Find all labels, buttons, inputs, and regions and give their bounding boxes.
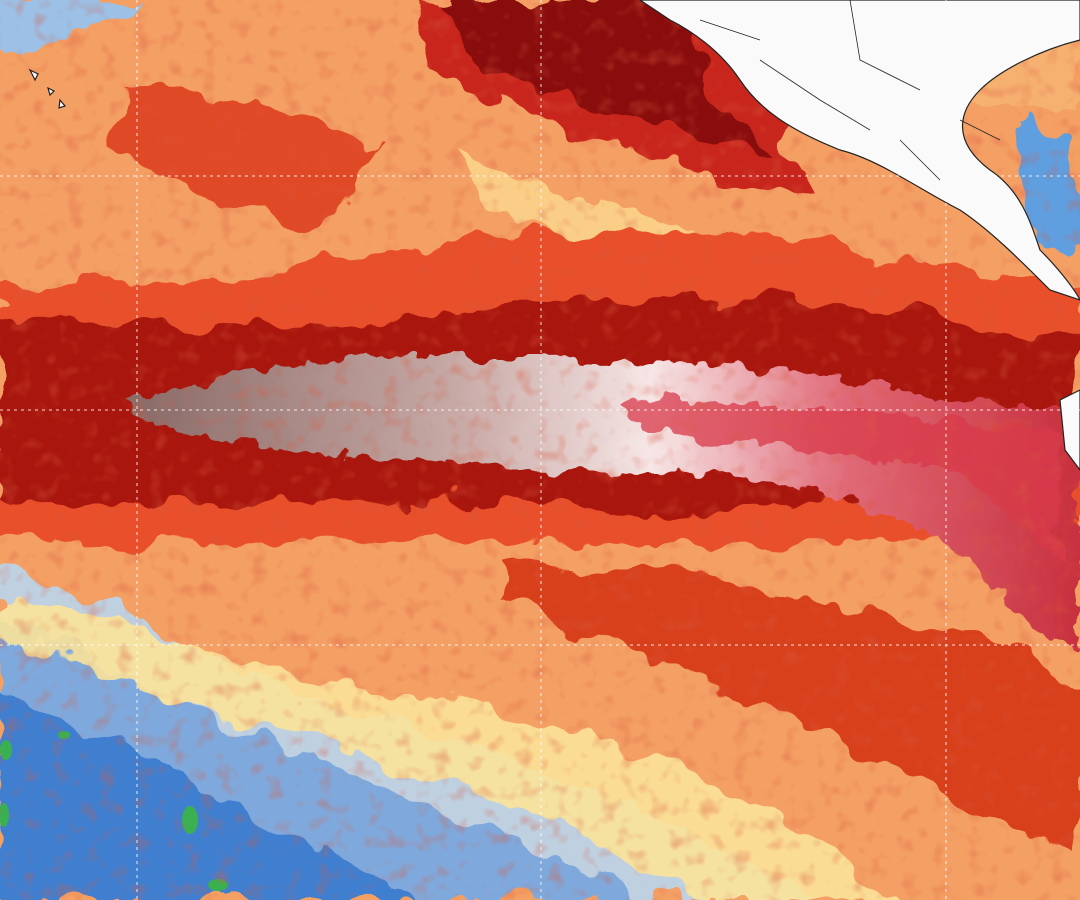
graticule xyxy=(0,0,1080,900)
sst-anomaly-map xyxy=(0,0,1080,900)
page xyxy=(0,0,1080,900)
